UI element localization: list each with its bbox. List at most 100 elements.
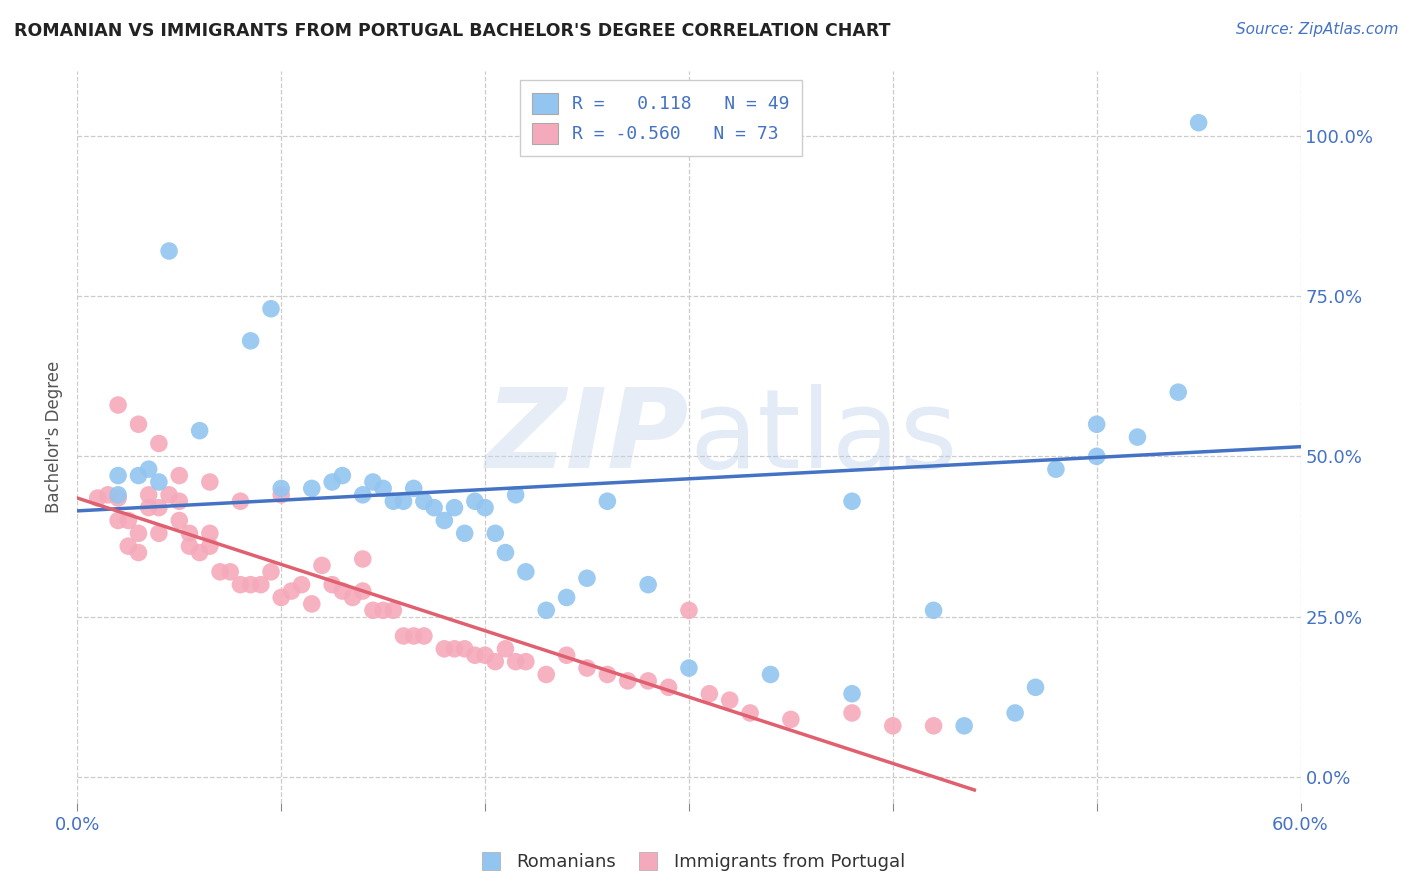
Point — [534, 603, 557, 617]
Point — [658, 681, 681, 695]
Point — [332, 584, 354, 599]
Point — [953, 719, 976, 733]
Point — [270, 488, 292, 502]
Point — [464, 648, 486, 663]
Point — [229, 577, 252, 591]
Point — [157, 244, 180, 258]
Point — [371, 482, 394, 496]
Point — [882, 719, 904, 733]
Point — [371, 603, 394, 617]
Point — [107, 488, 129, 502]
Point — [352, 584, 374, 599]
Point — [740, 706, 762, 720]
Point — [280, 584, 302, 599]
Point — [239, 577, 262, 591]
Point — [922, 719, 945, 733]
Point — [617, 673, 640, 688]
Point — [260, 301, 283, 316]
Point — [1004, 706, 1026, 720]
Point — [402, 629, 425, 643]
Point — [290, 577, 312, 591]
Point — [718, 693, 741, 707]
Point — [361, 603, 384, 617]
Point — [443, 500, 465, 515]
Point — [157, 488, 180, 502]
Point — [270, 591, 292, 605]
Point — [1085, 450, 1108, 464]
Point — [433, 514, 456, 528]
Point — [555, 591, 578, 605]
Point — [453, 526, 475, 541]
Point — [1167, 385, 1189, 400]
Point — [107, 491, 129, 505]
Point — [555, 648, 578, 663]
Point — [169, 494, 191, 508]
Point — [382, 494, 405, 508]
Point — [505, 655, 527, 669]
Point — [198, 539, 221, 553]
Point — [678, 603, 700, 617]
Point — [515, 565, 537, 579]
Point — [321, 577, 343, 591]
Point — [311, 558, 333, 573]
Point — [841, 687, 863, 701]
Text: ZIP: ZIP — [485, 384, 689, 491]
Point — [87, 491, 110, 505]
Point — [678, 661, 700, 675]
Point — [301, 482, 323, 496]
Point — [148, 475, 170, 489]
Point — [576, 661, 599, 675]
Point — [841, 706, 863, 720]
Point — [352, 488, 374, 502]
Point — [759, 667, 782, 681]
Point — [127, 417, 149, 432]
Point — [107, 468, 129, 483]
Point — [198, 526, 221, 541]
Legend: Romanians, Immigrants from Portugal: Romanians, Immigrants from Portugal — [465, 847, 912, 879]
Point — [301, 597, 323, 611]
Y-axis label: Bachelor's Degree: Bachelor's Degree — [45, 361, 63, 513]
Point — [576, 571, 599, 585]
Point — [495, 545, 517, 559]
Point — [443, 641, 465, 656]
Point — [495, 641, 517, 656]
Point — [179, 526, 201, 541]
Point — [637, 673, 659, 688]
Point — [413, 629, 436, 643]
Point — [219, 565, 242, 579]
Point — [1024, 681, 1046, 695]
Point — [433, 641, 456, 656]
Point — [1126, 430, 1149, 444]
Point — [208, 565, 231, 579]
Point — [127, 526, 149, 541]
Point — [198, 475, 221, 489]
Point — [382, 603, 405, 617]
Point — [779, 712, 801, 726]
Point — [260, 565, 283, 579]
Point — [464, 494, 486, 508]
Point — [453, 641, 475, 656]
Point — [321, 475, 343, 489]
Point — [127, 468, 149, 483]
Point — [117, 514, 139, 528]
Point — [402, 482, 425, 496]
Point — [169, 468, 191, 483]
Point — [413, 494, 436, 508]
Point — [474, 500, 496, 515]
Point — [188, 545, 211, 559]
Point — [138, 488, 160, 502]
Point — [922, 603, 945, 617]
Point — [484, 526, 506, 541]
Point — [423, 500, 446, 515]
Point — [352, 552, 374, 566]
Point — [250, 577, 273, 591]
Point — [1187, 116, 1209, 130]
Point — [342, 591, 364, 605]
Point — [361, 475, 384, 489]
Point — [534, 667, 557, 681]
Point — [107, 514, 129, 528]
Point — [484, 655, 506, 669]
Point — [148, 436, 170, 450]
Point — [699, 687, 721, 701]
Point — [138, 500, 160, 515]
